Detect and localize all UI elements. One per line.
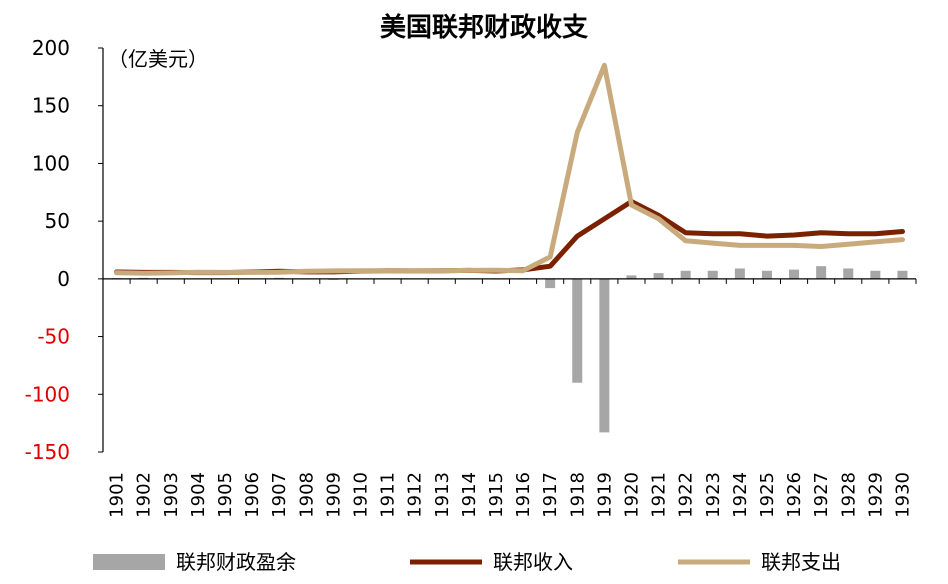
y-tick-label: 200 <box>32 36 70 60</box>
x-tick-label: 1918 <box>567 472 588 518</box>
chart-title: 美国联邦财政收支 <box>380 12 588 43</box>
x-axis-ticks <box>102 278 917 284</box>
surplus-bar <box>626 275 637 279</box>
surplus-bar <box>545 278 556 289</box>
x-tick-label: 1911 <box>378 472 399 518</box>
series-line <box>114 199 905 276</box>
x-tick-label: 1914 <box>459 472 480 518</box>
y-tick-label: -100 <box>25 382 70 406</box>
legend-label: 联邦支出 <box>761 550 841 574</box>
surplus-bar <box>680 270 691 279</box>
legend: 联邦财政盈余 联邦收入 联邦支出 <box>93 550 841 574</box>
x-tick-label: 1928 <box>838 472 859 518</box>
y-tick-label: 150 <box>32 94 70 118</box>
x-tick-label: 1908 <box>296 472 317 518</box>
series-line <box>114 62 905 276</box>
x-tick-label: 1929 <box>865 472 886 518</box>
x-tick-label: 1902 <box>134 472 155 518</box>
x-tick-label: 1910 <box>350 472 371 518</box>
surplus-bar <box>816 266 827 279</box>
y-tick-label: -150 <box>25 440 70 464</box>
x-tick-label: 1927 <box>811 472 832 518</box>
x-tick-label: 1920 <box>621 472 642 518</box>
x-tick-label: 1903 <box>161 472 182 518</box>
x-tick-label: 1930 <box>892 472 913 518</box>
surplus-bar <box>843 268 854 279</box>
x-tick-label: 1926 <box>784 472 805 518</box>
legend-swatch-bar <box>93 554 165 570</box>
x-tick-label: 1923 <box>703 472 724 518</box>
x-tick-label: 1925 <box>757 472 778 518</box>
legend-label: 联邦收入 <box>493 550 573 574</box>
y-tick-label: 0 <box>57 267 70 291</box>
x-tick-label: 1922 <box>676 472 697 518</box>
x-tick-label: 1904 <box>188 472 209 518</box>
x-tick-label: 1907 <box>269 472 290 518</box>
y-tick-label: -50 <box>37 325 70 349</box>
x-tick-label: 1917 <box>540 472 561 518</box>
surplus-bar <box>599 278 610 433</box>
surplus-bars <box>111 266 908 433</box>
x-tick-label: 1912 <box>405 472 426 518</box>
surplus-bar <box>734 268 745 279</box>
x-tick-label: 1924 <box>730 472 751 518</box>
surplus-bar <box>897 270 908 279</box>
surplus-bar <box>761 270 772 279</box>
surplus-bar <box>572 278 583 383</box>
surplus-bar <box>789 269 800 279</box>
series-lines <box>114 62 905 276</box>
unit-label: （亿美元） <box>108 47 208 71</box>
surplus-bar <box>870 270 881 279</box>
y-tick-label: 100 <box>32 151 70 175</box>
x-tick-label: 1915 <box>486 472 507 518</box>
y-tick-label: 50 <box>45 209 70 233</box>
surplus-bar <box>707 270 718 279</box>
x-tick-label: 1905 <box>215 472 236 518</box>
x-tick-label: 1916 <box>513 472 534 518</box>
x-tick-label: 1921 <box>649 472 670 518</box>
x-tick-label: 1913 <box>432 472 453 518</box>
x-tick-label: 1906 <box>242 472 263 518</box>
x-axis-labels: 1901 1902 1903 1904 1905 1906 1907 1908 1909 1910… <box>107 472 914 518</box>
x-tick-label: 1909 <box>323 472 344 518</box>
y-axis-ticks: 200 150 100 50 0 -50 -100 -150 <box>25 36 103 464</box>
x-tick-label: 1901 <box>107 472 128 518</box>
surplus-bar <box>653 273 664 279</box>
legend-label: 联邦财政盈余 <box>176 550 296 574</box>
x-tick-label: 1919 <box>594 472 615 518</box>
